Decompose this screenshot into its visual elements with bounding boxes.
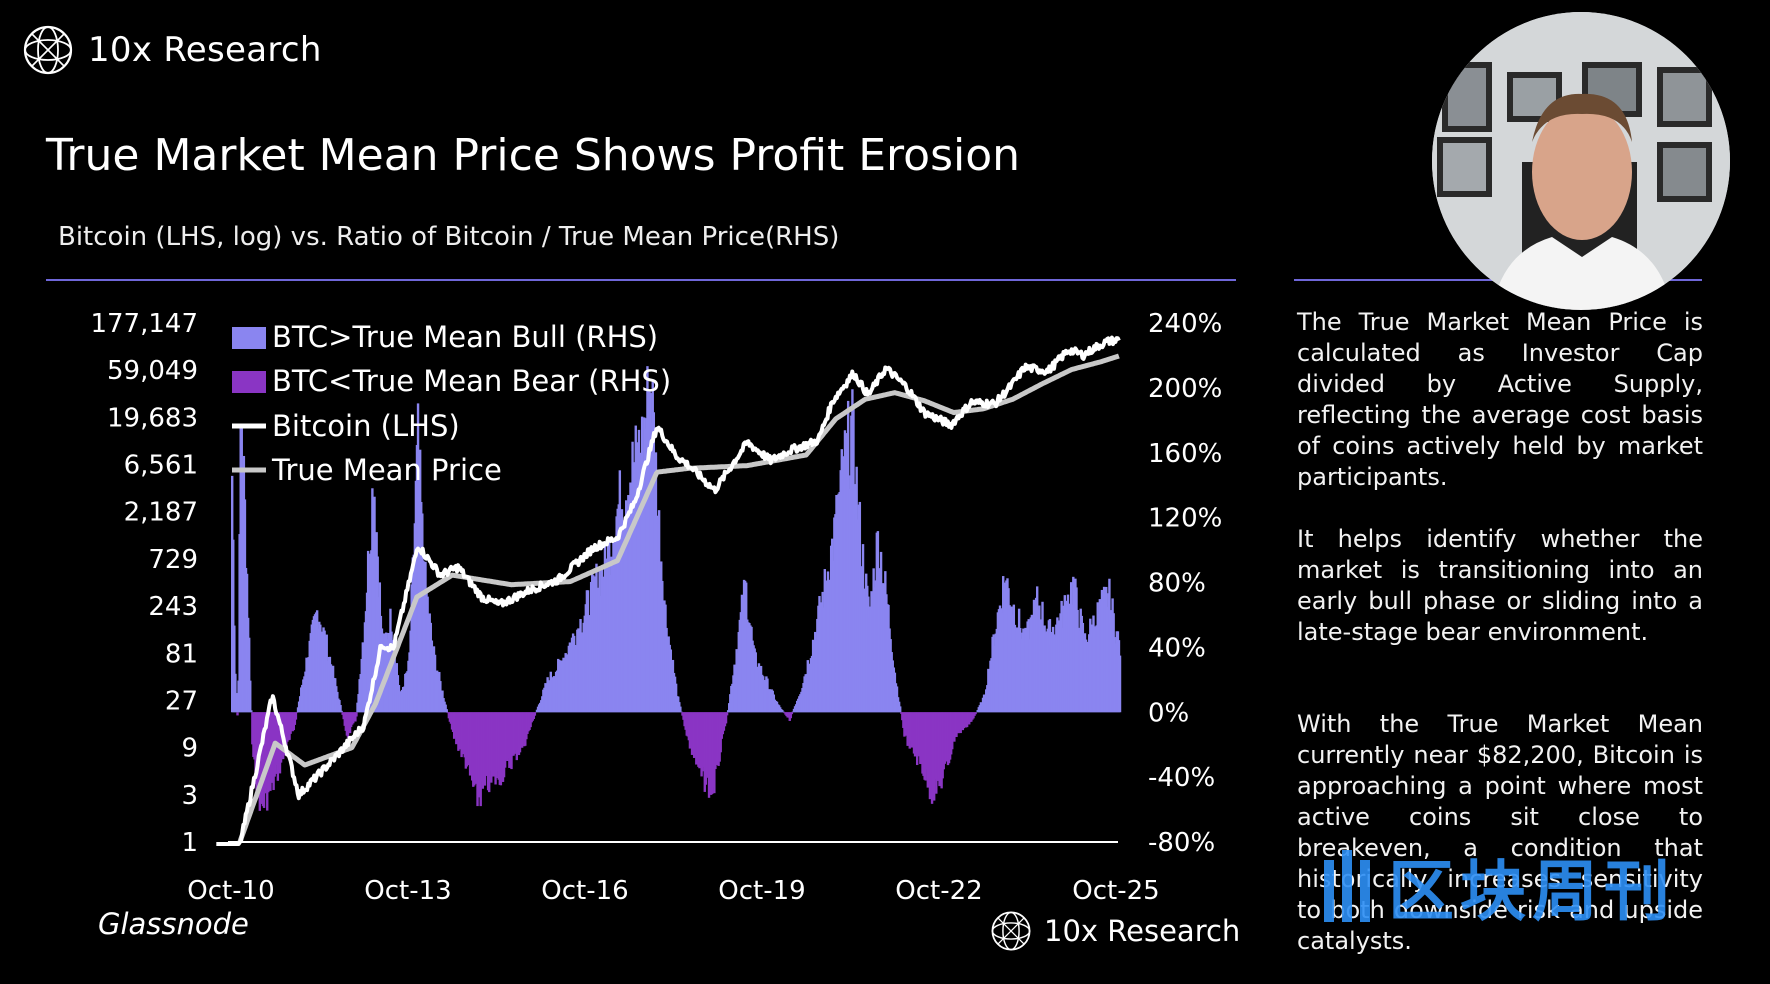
- bull-bar: [1118, 655, 1122, 713]
- bear-bar: [974, 712, 977, 715]
- legend-label: BTC>True Mean Bull (RHS): [272, 320, 658, 354]
- chart-title: True Market Mean Price Shows Profit Eros…: [46, 130, 1021, 181]
- x-tick-label: Oct-10: [187, 876, 274, 906]
- y-right-tick-label: 120%: [1148, 504, 1222, 534]
- watermark: 区块周刊: [1320, 838, 1676, 934]
- x-tick-label: Oct-19: [718, 876, 805, 906]
- y-right-tick-label: 240%: [1148, 309, 1222, 339]
- bear-bar: [236, 712, 239, 716]
- bitcoin-line: [215, 335, 1121, 846]
- y-left-tick-label: 9: [181, 734, 198, 764]
- watermark-text: 区块周刊: [1388, 853, 1676, 930]
- x-tick-label: Oct-25: [1072, 876, 1159, 906]
- note-paragraph: The True Market Mean Price is calculated…: [1297, 308, 1703, 491]
- bull-bar: [781, 709, 784, 713]
- presenter-video-avatar: [1432, 12, 1730, 310]
- y-left-tick-label: 243: [148, 592, 198, 622]
- bull-bar: [680, 711, 683, 713]
- bull-bar: [445, 709, 448, 713]
- x-tick-label: Oct-16: [541, 876, 628, 906]
- legend-label: True Mean Price: [271, 453, 502, 487]
- bear-bar: [724, 712, 728, 724]
- y-left-tick-label: 81: [165, 639, 198, 669]
- brand-name: 10x Research: [88, 30, 322, 70]
- bear-bar: [295, 712, 299, 713]
- bull-bar: [250, 710, 253, 713]
- y-left-tick-label: 729: [148, 545, 198, 575]
- bull-bar: [444, 704, 447, 713]
- y-left-tick-label: 3: [181, 781, 198, 811]
- bull-bar: [340, 710, 343, 713]
- x-tick-label: Oct-22: [895, 876, 982, 906]
- bear-bar: [725, 712, 729, 716]
- bear-bar: [355, 712, 358, 717]
- y-right-tick-label: 40%: [1148, 633, 1206, 663]
- bear-bar: [789, 712, 793, 719]
- bear-bar: [354, 712, 357, 722]
- y-right-tick-label: -80%: [1148, 828, 1215, 858]
- legend-label: BTC<True Mean Bear (RHS): [272, 364, 671, 398]
- globe-logo-icon: [23, 25, 73, 75]
- bull-bar: [679, 706, 682, 713]
- bull-bar: [898, 706, 902, 713]
- chart-subtitle: Bitcoin (LHS, log) vs. Ratio of Bitcoin …: [58, 222, 840, 252]
- footer-brand-name: 10x Research: [1044, 914, 1241, 948]
- y-left-tick-label: 2,187: [124, 498, 198, 528]
- brand-header: 10x Research: [22, 24, 322, 76]
- bear-bar: [790, 712, 794, 715]
- true-mean-price-line: [237, 353, 1121, 843]
- y-left-tick-label: 1: [181, 828, 198, 858]
- y-right-tick-label: -40%: [1148, 763, 1215, 793]
- source-label: Glassnode: [98, 907, 249, 941]
- note-paragraph: It helps identify whether the market is …: [1297, 525, 1703, 646]
- bull-bar: [782, 711, 785, 713]
- note-paragraph: With the True Market Mean currently near…: [1297, 710, 1703, 955]
- x-tick-label: Oct-13: [364, 876, 451, 906]
- brand-footer: 10x Research: [990, 910, 1240, 952]
- globe-logo-icon: [991, 911, 1031, 951]
- y-right-tick-label: 200%: [1148, 374, 1222, 404]
- y-right-tick-label: 160%: [1148, 439, 1222, 469]
- y-left-tick-label: 6,561: [124, 451, 198, 481]
- y-left-tick-label: 19,683: [107, 403, 198, 433]
- presenter-image: [1432, 12, 1730, 310]
- legend-swatch: [232, 371, 266, 393]
- y-right-tick-label: 0%: [1148, 698, 1189, 728]
- legend-label: Bitcoin (LHS): [272, 409, 460, 443]
- bull-bar: [249, 680, 252, 713]
- bear-bar: [294, 712, 298, 720]
- y-left-tick-label: 27: [165, 686, 198, 716]
- bull-bar: [233, 625, 236, 713]
- y-left-tick-label: 177,147: [90, 309, 198, 339]
- watermark-logo-icon: [1324, 850, 1370, 922]
- bull-bar: [234, 673, 237, 713]
- y-right-tick-label: 80%: [1148, 569, 1206, 599]
- legend-swatch: [232, 327, 266, 349]
- title-divider: [46, 279, 1236, 281]
- bull-bar: [247, 637, 251, 713]
- bull-bar: [235, 693, 238, 713]
- bull-bar: [339, 705, 342, 713]
- bear-bar: [533, 712, 537, 716]
- y-left-tick-label: 59,049: [107, 356, 198, 386]
